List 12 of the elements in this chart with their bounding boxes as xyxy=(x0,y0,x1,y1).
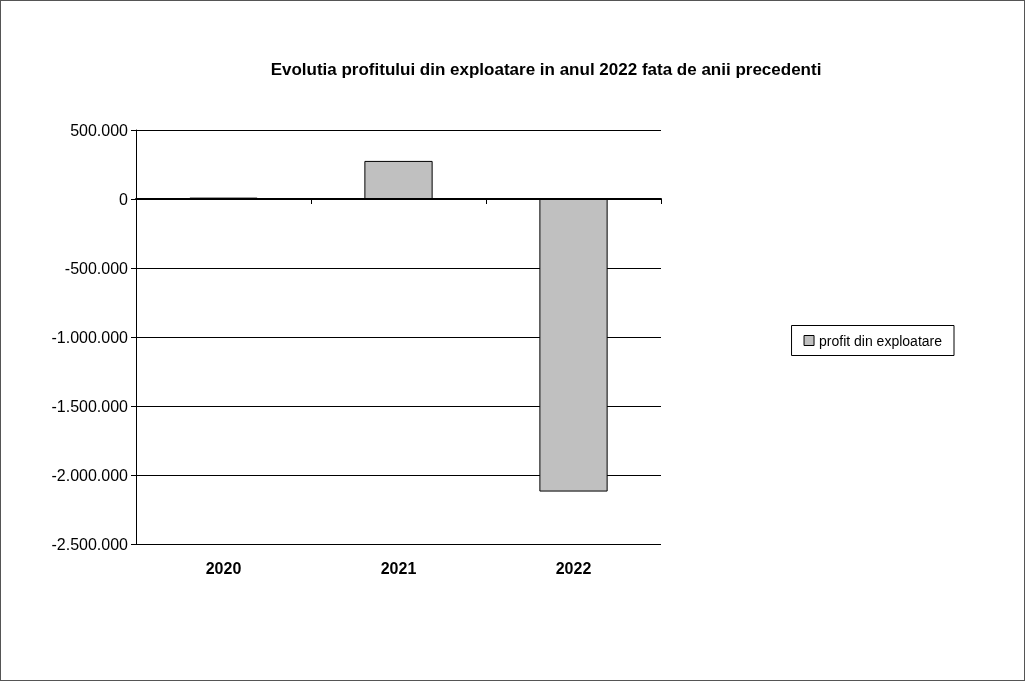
x-tick-label: 2020 xyxy=(205,559,242,577)
y-tick-label: 500.000 xyxy=(70,121,129,139)
y-tick-label: -1.000.000 xyxy=(51,328,129,346)
y-tick-label: -500.000 xyxy=(64,259,129,277)
x-tick-label: 2021 xyxy=(380,559,417,577)
legend-label: profit din exploatare xyxy=(819,332,943,349)
chart-title: Evolutia profitului din exploatare in anul 2022 fata de anii precedenti xyxy=(270,60,822,79)
y-tick-label: -1.500.000 xyxy=(51,397,129,415)
y-tick-label: 0 xyxy=(119,190,129,208)
y-tick-label: -2.500.000 xyxy=(51,535,129,553)
x-tick-label: 2022 xyxy=(555,559,592,577)
y-tick-label: -2.000.000 xyxy=(51,466,129,484)
